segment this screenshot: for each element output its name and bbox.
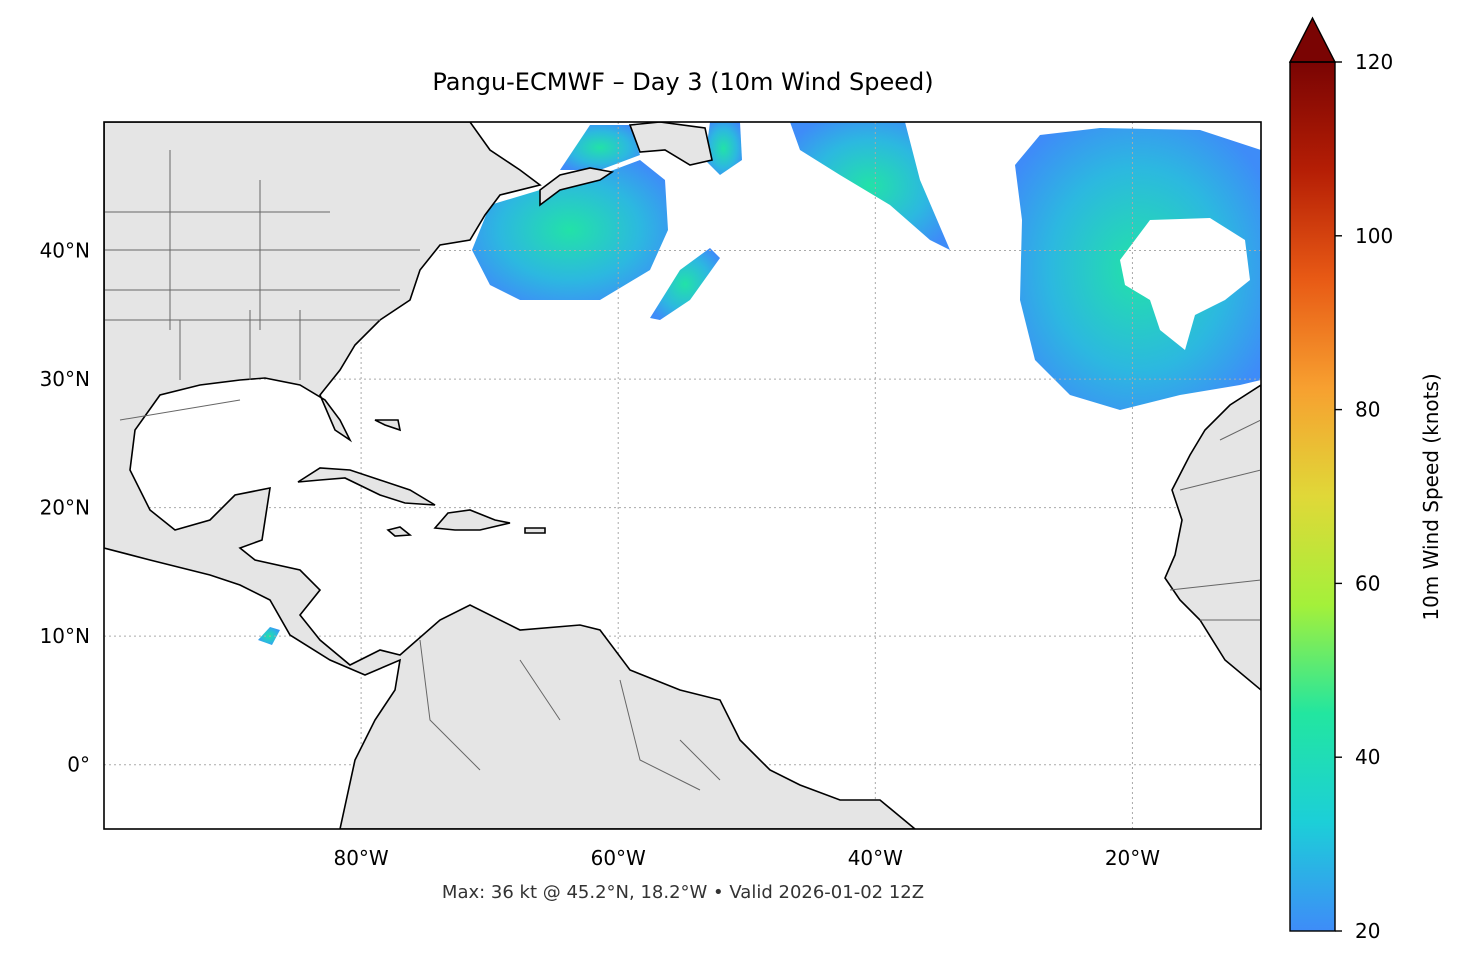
cuba (297, 467, 436, 506)
africa (1164, 384, 1261, 692)
map-frame (103, 121, 1262, 830)
wind-area (472, 160, 668, 300)
colorbar-frame (1289, 61, 1336, 932)
borders (104, 150, 1261, 791)
y-tick-label: 0° (67, 753, 90, 777)
colorbar: 10m Wind Speed (knots) 20 40 60 80 100 120 (1288, 16, 1443, 943)
wind-area (790, 122, 950, 250)
y-tick-label: 10°N (40, 624, 90, 648)
puerto-rico (524, 527, 546, 534)
island (539, 167, 615, 207)
colorbar-tick-label: 120 (1355, 50, 1393, 74)
wind-area (1015, 128, 1261, 410)
colorbar-tick-label: 80 (1355, 398, 1380, 422)
caption: Max: 36 kt @ 45.2°N, 18.2°W • Valid 2026… (442, 882, 924, 903)
wind-area (705, 122, 742, 175)
wind-area (560, 125, 640, 170)
chart-title: Pangu-ECMWF – Day 3 (10m Wind Speed) (432, 68, 933, 96)
colorbar-extend (1288, 16, 1337, 63)
y-tick-label: 20°N (40, 496, 90, 520)
map (104, 122, 1261, 829)
colorbar-tick-label: 60 (1355, 571, 1380, 595)
colorbar-tick-label: 100 (1355, 224, 1393, 248)
x-tick-label: 20°W (1105, 846, 1160, 870)
colorbar-scale (1290, 62, 1335, 931)
land (104, 122, 1261, 829)
hispaniola (433, 509, 511, 531)
colorbar-label: 10m Wind Speed (knots) (1419, 373, 1443, 620)
americas (104, 122, 917, 829)
y-tick-label: 30°N (40, 367, 90, 391)
x-tick-label: 60°W (591, 846, 646, 870)
jamaica (386, 526, 413, 537)
colorbar-tick-label: 40 (1355, 745, 1380, 769)
x-tick-label: 40°W (848, 846, 903, 870)
x-tick-label: 80°W (333, 846, 388, 870)
bahamas (374, 419, 402, 432)
colorbar-tick-label: 20 (1355, 919, 1380, 943)
y-tick-label: 40°N (40, 239, 90, 263)
wind-area (650, 248, 720, 320)
border (104, 150, 1261, 791)
newfoundland (628, 122, 713, 166)
